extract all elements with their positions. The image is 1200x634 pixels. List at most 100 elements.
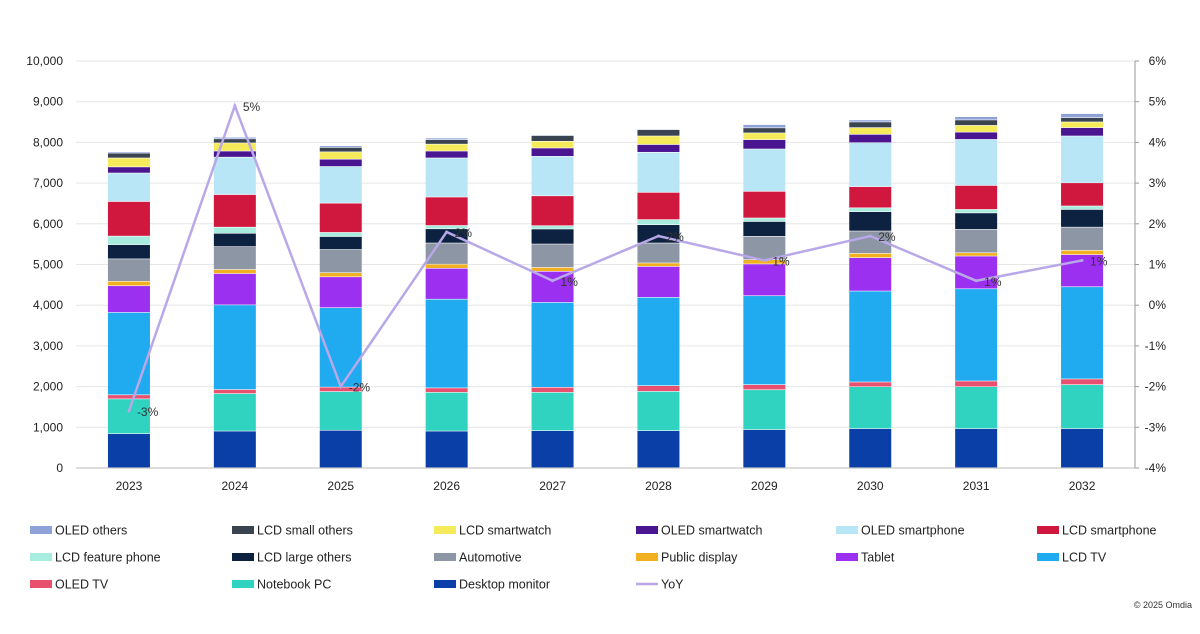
legend-swatch-oled-others	[30, 526, 52, 534]
bar-segment-oled-smartwatch	[108, 167, 150, 173]
bar-segment-desktop-monitor	[1061, 429, 1103, 467]
bar-segment-automotive	[214, 247, 256, 269]
bar-segment-lcd-smartphone	[532, 196, 574, 225]
bar-segment-lcd-tv	[108, 313, 150, 395]
yoy-data-label: 2%	[878, 230, 896, 244]
bar-segment-automotive	[320, 250, 362, 273]
bar-segment-oled-smartphone	[637, 153, 679, 192]
x-tick-label: 2027	[539, 479, 566, 493]
bar-segment-lcd-smartphone	[637, 193, 679, 220]
legend-label: LCD smartphone	[1062, 524, 1157, 538]
bar-segment-oled-others	[1061, 114, 1103, 117]
bar-segment-lcd-tv	[955, 289, 997, 381]
y-tick-label: 1,000	[33, 420, 63, 434]
bar-segment-tablet	[426, 269, 468, 299]
bar-segment-oled-smartphone	[743, 149, 785, 191]
yoy-point	[551, 279, 554, 282]
bar-segment-lcd-feature-phone	[320, 233, 362, 236]
legend-swatch-notebook-pc	[232, 580, 254, 588]
bar-segment-oled-smartwatch	[426, 151, 468, 157]
bar-segment-lcd-tv	[426, 300, 468, 388]
legend-label: LCD large others	[257, 551, 352, 565]
bar-segment-oled-smartphone	[1061, 136, 1103, 182]
yoy-data-label: -3%	[137, 405, 159, 419]
bar-segment-lcd-smartwatch	[743, 133, 785, 139]
bar-segment-desktop-monitor	[532, 431, 574, 467]
y-tick-label: 7,000	[33, 176, 63, 190]
yoy-point	[233, 104, 236, 107]
bar-segment-oled-others	[108, 152, 150, 153]
bar-segment-lcd-tv	[849, 291, 891, 381]
yoy-data-label: 1%	[772, 254, 790, 268]
yoy-data-label: 1%	[984, 275, 1002, 289]
bar-segment-lcd-large-others	[1061, 210, 1103, 227]
bar-segment-lcd-smartphone	[955, 186, 997, 209]
bar-segment-lcd-smartwatch	[320, 152, 362, 159]
y-tick-label: 0	[56, 461, 63, 475]
bar-segment-lcd-small-others	[849, 122, 891, 127]
bar-segment-lcd-feature-phone	[1061, 206, 1103, 209]
y2-tick-label: -1%	[1145, 339, 1167, 353]
y-tick-label: 10,000	[26, 54, 63, 68]
legend-label: OLED TV	[55, 578, 109, 592]
bar-segment-lcd-smartwatch	[1061, 122, 1103, 127]
legend-label: LCD feature phone	[55, 551, 161, 565]
left-axis: 01,0002,0003,0004,0005,0006,0007,0008,00…	[26, 54, 63, 475]
bar-segment-notebook-pc	[743, 390, 785, 429]
legend-swatch-lcd-smartwatch	[434, 526, 456, 534]
x-tick-label: 2025	[327, 479, 354, 493]
legend-label: Public display	[661, 551, 738, 565]
bar-segment-oled-smartphone	[108, 173, 150, 201]
y2-tick-label: -4%	[1145, 461, 1167, 475]
legend-label: LCD TV	[1062, 551, 1107, 565]
right-axis: -4%-3%-2%-1%0%1%2%3%4%5%6%	[1135, 54, 1166, 475]
bar-segment-oled-smartwatch	[214, 151, 256, 157]
bar-segment-oled-tv	[955, 381, 997, 386]
bar-segment-notebook-pc	[426, 393, 468, 431]
x-tick-label: 2026	[433, 479, 460, 493]
bar-segment-public-display	[849, 254, 891, 258]
bar-segment-lcd-tv	[637, 298, 679, 386]
bar-segment-lcd-large-others	[743, 222, 785, 236]
bar-segment-oled-smartphone	[320, 167, 362, 203]
legend-swatch-lcd-feature-phone	[30, 553, 52, 561]
bar-segment-oled-tv	[214, 390, 256, 393]
bar-segment-lcd-large-others	[214, 234, 256, 247]
bar-segment-lcd-tv	[1061, 287, 1103, 379]
yoy-data-label: 2%	[455, 226, 473, 240]
bar-segment-oled-tv	[743, 385, 785, 389]
y-tick-label: 8,000	[33, 135, 63, 149]
bar-segment-public-display	[532, 268, 574, 271]
yoy-point	[127, 410, 130, 413]
y2-tick-label: 4%	[1149, 135, 1167, 149]
bar-segment-automotive	[108, 259, 150, 281]
bar-segment-public-display	[214, 270, 256, 273]
bar-segment-desktop-monitor	[849, 429, 891, 467]
bar-segment-oled-smartwatch	[637, 145, 679, 152]
bar-segment-lcd-smartwatch	[108, 158, 150, 166]
bar-segment-tablet	[214, 274, 256, 305]
legend-swatch-automotive	[434, 553, 456, 561]
y2-tick-label: -2%	[1145, 380, 1167, 394]
bar-segment-public-display	[108, 282, 150, 286]
bar-segment-lcd-small-others	[1061, 118, 1103, 122]
bar-segment-desktop-monitor	[955, 429, 997, 467]
y2-tick-label: 0%	[1149, 298, 1167, 312]
yoy-point	[975, 279, 978, 282]
bar-segment-notebook-pc	[532, 393, 574, 431]
bar-segment-lcd-smartphone	[849, 187, 891, 208]
y2-tick-label: 1%	[1149, 258, 1167, 272]
yoy-point	[869, 235, 872, 238]
bar-segment-public-display	[320, 273, 362, 276]
x-tick-label: 2024	[221, 479, 248, 493]
bar-segment-lcd-smartwatch	[426, 144, 468, 150]
bar-segment-lcd-smartphone	[743, 192, 785, 218]
bar-segment-lcd-small-others	[955, 120, 997, 125]
legend-swatch-oled-smartwatch	[636, 526, 658, 534]
y-tick-label: 3,000	[33, 339, 63, 353]
bar-segment-lcd-large-others	[532, 229, 574, 243]
bar-segment-lcd-smartwatch	[637, 136, 679, 144]
y2-tick-label: 5%	[1149, 95, 1167, 109]
legend-swatch-lcd-tv	[1037, 553, 1059, 561]
